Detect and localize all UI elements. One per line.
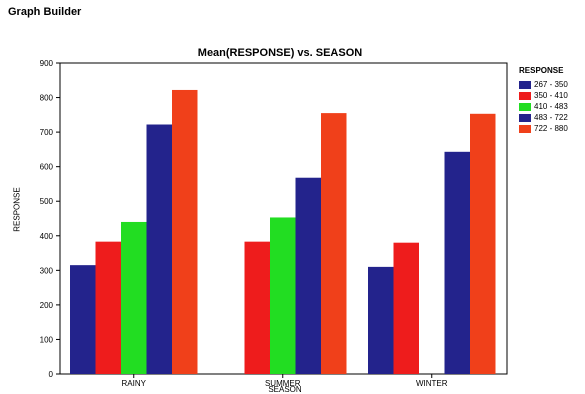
legend-label: 410 - 483 [534,102,568,111]
legend-title: RESPONSE [519,66,564,75]
legend-entry: 722 - 880 [519,123,585,134]
app-title: Graph Builder [8,6,82,18]
legend-label: 350 - 410 [534,91,568,100]
y-tick-label: 400 [40,232,54,241]
y-tick-label: 800 [40,94,54,103]
x-tick-label: SUMMER [265,379,301,388]
y-tick-label: 900 [40,59,54,68]
bar [368,266,394,374]
bar [70,265,96,374]
y-tick-label: 500 [40,197,54,206]
legend: RESPONSE 267 - 350 350 - 410 410 - 483 483 … [519,66,585,134]
bar [295,177,321,374]
legend-label: 722 - 880 [534,124,568,133]
y-tick-label: 300 [40,266,54,275]
legend-label: 483 - 722 [534,113,568,122]
chart-title: Mean(RESPONSE) vs. SEASON [197,47,363,59]
legend-swatch [519,124,531,133]
legend-swatch [519,113,531,122]
legend-swatch [519,102,531,111]
x-tick-label: RAINY [122,379,147,388]
y-tick-label: 200 [40,301,54,310]
bar [95,241,121,374]
legend-swatch [519,80,531,89]
legend-label: 267 - 350 [534,80,568,89]
bar [444,151,470,374]
bar [393,242,419,374]
bar [270,217,296,374]
x-axis-label: SEASON [268,385,302,394]
bar [244,241,270,374]
legend-entry: 267 - 350 [519,79,585,90]
y-tick-label: 600 [40,163,54,172]
y-tick-label: 700 [40,128,54,137]
bar [321,113,347,374]
bar [121,221,147,374]
x-tick-label: WINTER [416,379,448,388]
legend-entry: 350 - 410 [519,90,585,101]
legend-entry: 483 - 722 [519,112,585,123]
bar [172,89,198,374]
bar [146,124,172,375]
legend-entry: 410 - 483 [519,101,585,112]
legend-swatch [519,91,531,100]
bar [470,113,496,375]
y-tick-label: 100 [40,335,54,344]
y-tick-label: 0 [49,370,54,379]
